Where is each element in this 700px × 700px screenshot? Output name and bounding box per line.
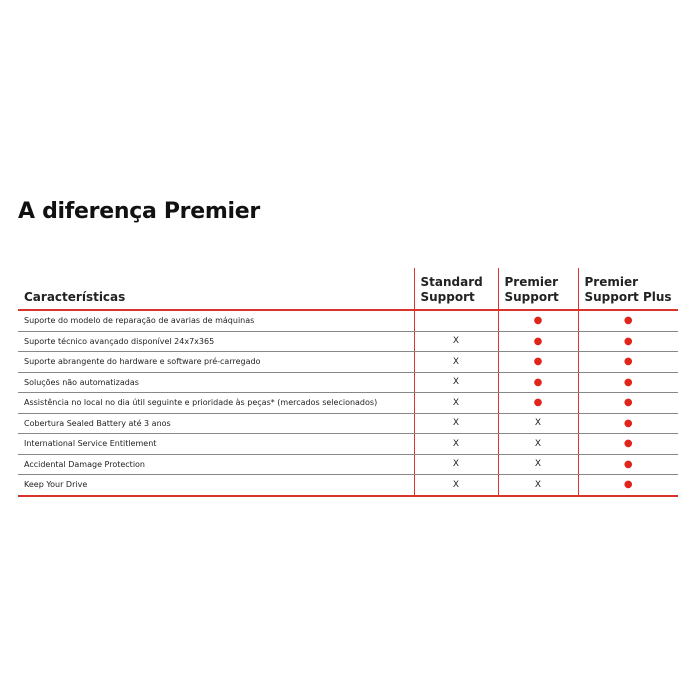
table-row: Soluções não automatizadas X ● ● [18,372,678,393]
feature-label: Assistência no local no dia útil seguint… [18,392,414,414]
column-header: Premier Support Plus [577,268,678,311]
feature-cell: X [413,474,498,497]
feature-cell: ● [497,351,578,373]
table-row: Suporte do modelo de reparação de avaria… [18,310,678,332]
feature-label: Soluções não automatizadas [18,372,414,393]
feature-cell: ● [577,474,678,497]
feature-label: Suporte abrangente do hardware e softwar… [18,351,414,373]
table-row: Suporte técnico avançado disponível 24x7… [18,331,678,352]
feature-cell: ● [577,351,678,373]
feature-cell: ● [497,331,578,352]
feature-label: Cobertura Sealed Battery até 3 anos [18,413,414,434]
feature-cell: X [413,392,498,414]
column-header: Standard Support [413,268,498,311]
feature-cell: X [497,474,578,497]
feature-cell: X [413,454,498,475]
table-row: Keep Your Drive X X ● [18,474,678,497]
feature-label: International Service Entitlement [18,433,414,455]
feature-cell: ● [497,372,578,393]
feature-cell [413,310,498,332]
feature-label: Keep Your Drive [18,474,414,497]
feature-cell: X [497,454,578,475]
table-row: International Service Entitlement X X ● [18,433,678,455]
feature-label: Accidental Damage Protection [18,454,414,475]
table-row: Assistência no local no dia útil seguint… [18,392,678,414]
feature-cell: X [413,433,498,455]
feature-cell: ● [497,310,578,332]
column-header: Premier Support [497,268,578,311]
feature-cell: X [413,331,498,352]
feature-cell: X [413,372,498,393]
feature-cell: ● [577,372,678,393]
feature-label: Suporte técnico avançado disponível 24x7… [18,331,414,352]
feature-cell: ● [577,454,678,475]
table-row: Accidental Damage Protection X X ● [18,454,678,475]
table-row: Cobertura Sealed Battery até 3 anos X X ● [18,413,678,434]
table-row: Suporte abrangente do hardware e softwar… [18,351,678,373]
feature-cell: X [413,413,498,434]
feature-cell: ● [577,331,678,352]
feature-cell: X [497,433,578,455]
column-header: Características [18,268,414,311]
feature-cell: ● [497,392,578,414]
comparison-table: Características Standard Support Premier S… [18,268,678,497]
feature-cell: ● [577,433,678,455]
feature-cell: ● [577,413,678,434]
title: A diferença Premier [18,199,260,224]
feature-cell: X [497,413,578,434]
header-row: Características Standard Support Premier S… [18,268,678,311]
feature-cell: X [413,351,498,373]
feature-cell: ● [577,392,678,414]
feature-cell: ● [577,310,678,332]
feature-label: Suporte do modelo de reparação de avaria… [18,310,414,332]
